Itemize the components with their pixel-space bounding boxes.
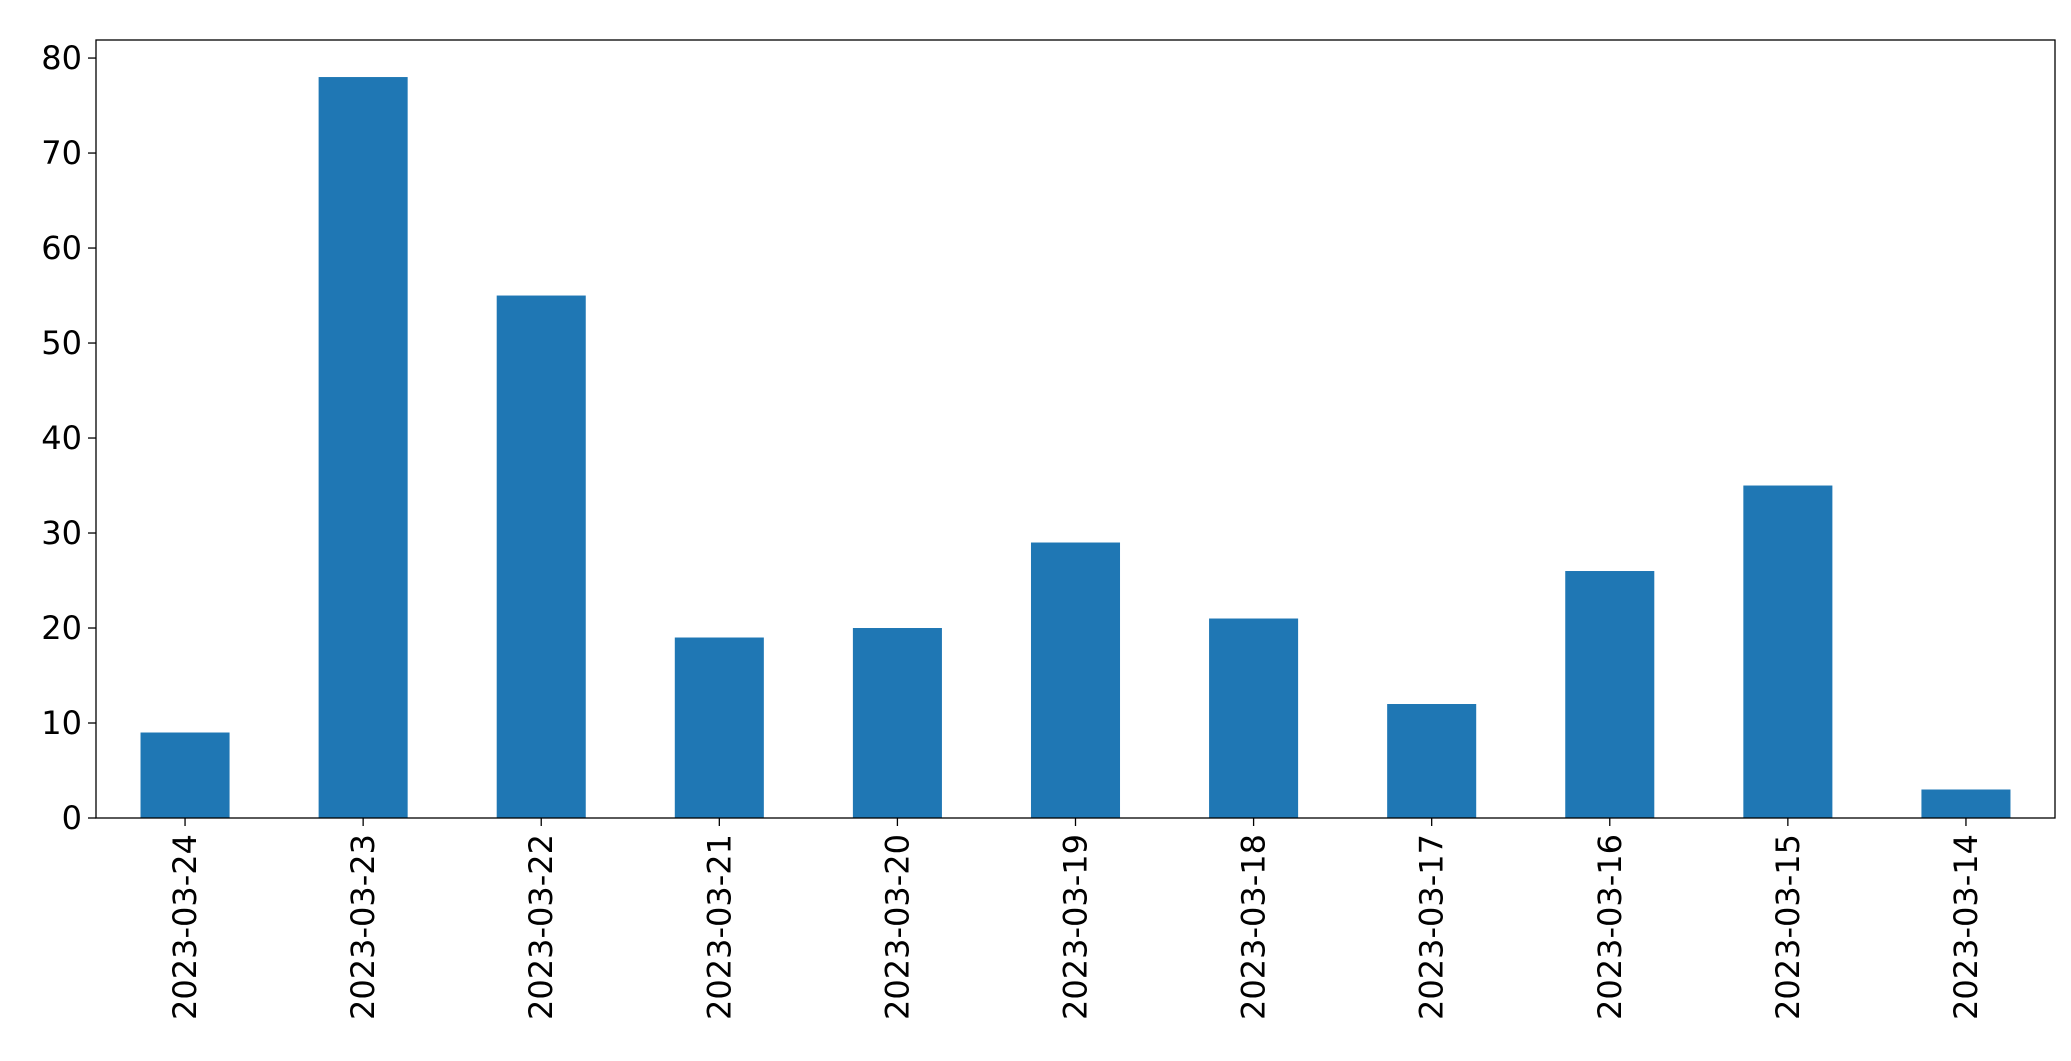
x-tick-label: 2023-03-14 [1947,834,1985,1020]
bar [1209,618,1299,818]
bar [1743,485,1833,818]
y-tick-label: 20 [41,609,82,647]
y-tick-label: 50 [41,324,82,362]
x-tick-label: 2023-03-18 [1235,834,1273,1020]
y-tick-label: 10 [41,704,82,742]
bar [318,77,408,819]
y-tick-label: 0 [62,799,82,837]
y-tick-label: 70 [41,134,82,172]
x-tick-label: 2023-03-16 [1591,834,1629,1020]
x-tick-label: 2023-03-19 [1057,834,1095,1020]
x-tick-label: 2023-03-15 [1769,834,1807,1020]
x-tick-label: 2023-03-22 [522,834,560,1020]
bar [1387,704,1477,818]
bar [140,732,230,818]
bar [852,628,942,818]
bar [1565,571,1655,818]
y-tick-label: 40 [41,419,82,457]
bar [1921,789,2011,818]
x-tick-label: 2023-03-24 [166,834,204,1020]
bar [674,637,764,818]
x-tick-label: 2023-03-23 [344,834,382,1020]
y-tick-label: 60 [41,229,82,267]
bar [496,295,586,818]
x-tick-label: 2023-03-17 [1413,834,1451,1020]
x-tick-label: 2023-03-20 [878,834,916,1020]
bar [1030,542,1121,818]
y-tick-label: 80 [41,39,82,77]
y-tick-label: 30 [41,514,82,552]
x-tick-label: 2023-03-21 [700,834,738,1020]
